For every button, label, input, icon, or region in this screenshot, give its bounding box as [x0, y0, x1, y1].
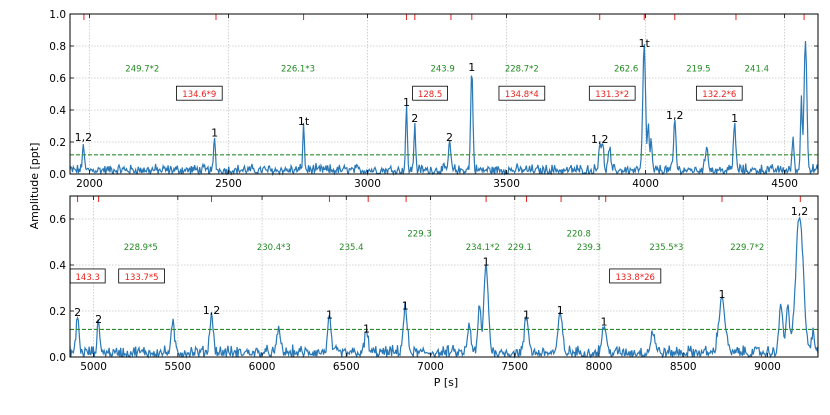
- period-spacing-label: 234.1*2: [466, 243, 500, 253]
- x-tick-label: 3000: [354, 178, 381, 190]
- spacing-box: [118, 268, 165, 284]
- y-tick-label: 0.0: [49, 352, 66, 364]
- x-tick-label: 6500: [333, 361, 360, 373]
- period-spacing-label: 241.4: [745, 65, 769, 75]
- peak-label: 2: [411, 112, 418, 125]
- x-tick-label: 6000: [249, 361, 276, 373]
- peak-label: 2: [95, 313, 102, 326]
- period-spacing-label: 229.7*2: [730, 243, 764, 253]
- y-tick-label: 0.4: [49, 260, 66, 272]
- spacing-box: [176, 85, 223, 101]
- y-tick-label: 0.2: [49, 137, 66, 149]
- period-spacing-label: 235.5*3: [649, 243, 683, 253]
- spacing-box-label: 134.8*4: [505, 90, 539, 100]
- period-spacing-label: 229.1: [508, 243, 532, 253]
- spacing-box: [498, 85, 546, 101]
- peak-label: 1: [523, 309, 530, 322]
- spacing-box: [412, 85, 448, 101]
- peak-label: 1,2: [203, 304, 221, 317]
- peak-label: 1: [211, 126, 218, 139]
- bottom-panel: 2 2 1,2 1 1 1 1 1 1 1 1 1,2 228.9*5 230.4*3 235.4 229.3…: [49, 195, 819, 373]
- spacing-box-label: 131.3*2: [595, 90, 629, 100]
- y-tick-label: 0.4: [49, 105, 66, 117]
- peak-label: 1t: [298, 115, 310, 128]
- x-tick-label: 7500: [501, 361, 528, 373]
- peak-label: 1,2: [75, 131, 93, 144]
- period-spacing-label: 219.5: [686, 65, 710, 75]
- spacing-box-label: 133.7*5: [125, 273, 159, 283]
- spacing-box-label: 133.8*26: [616, 273, 655, 283]
- y-axis-label: Amplitude [ppt]: [28, 143, 41, 230]
- x-tick-label: 8000: [586, 361, 613, 373]
- x-tick-label: 4000: [632, 178, 659, 190]
- x-axis-label: P [s]: [434, 376, 458, 389]
- y-tick-label: 0.8: [49, 41, 66, 53]
- peak-label: 1t: [639, 37, 651, 50]
- peak-label: 1: [483, 256, 490, 269]
- peak-label: 1: [557, 304, 564, 317]
- x-tick-label: 2000: [76, 178, 103, 190]
- plot-frame: [69, 13, 819, 175]
- y-tick-label: 0.0: [49, 169, 66, 181]
- peak-label: 1: [402, 299, 409, 312]
- x-tick-label: 5000: [80, 361, 107, 373]
- peak-label: 1: [403, 96, 410, 109]
- peak-label: 1,2: [791, 205, 809, 218]
- amplitude-series-line: [69, 215, 819, 359]
- period-spacing-label: 235.4: [339, 243, 363, 253]
- peak-label: 1: [363, 322, 370, 335]
- x-tick-label: 8500: [670, 361, 697, 373]
- spacing-box: [588, 85, 636, 101]
- period-spacing-label: 226.1*3: [281, 65, 315, 75]
- x-tick-label: 3500: [493, 178, 520, 190]
- period-spacing-label: 228.9*5: [124, 243, 158, 253]
- y-tick-label: 0.2: [49, 306, 66, 318]
- spacing-box-label: 128.5: [418, 90, 442, 100]
- spacing-box: [609, 268, 662, 284]
- spacing-box-label: 134.6*9: [182, 90, 216, 100]
- period-spacing-label: 228.7*2: [505, 65, 539, 75]
- peak-label: 1: [326, 309, 333, 322]
- spacing-box: [695, 85, 743, 101]
- peak-label: 1: [601, 315, 608, 328]
- peak-label: 1: [468, 61, 475, 74]
- x-tick-label: 9000: [754, 361, 781, 373]
- peak-label: 2: [74, 306, 81, 319]
- peak-label: 1: [718, 288, 725, 301]
- period-spacing-label: 229.3: [407, 229, 431, 239]
- y-tick-label: 1.0: [49, 9, 66, 21]
- plot-frame: [69, 195, 819, 358]
- x-tick-label: 4500: [771, 178, 798, 190]
- x-tick-label: 7000: [417, 361, 444, 373]
- peak-label: 1,2: [591, 133, 609, 146]
- period-spacing-label: 249.7*2: [125, 65, 159, 75]
- peak-label: 2: [446, 131, 453, 144]
- y-tick-label: 0.6: [49, 214, 66, 226]
- spacing-box-label: 132.2*6: [702, 90, 736, 100]
- peak-label: 1: [731, 112, 738, 125]
- x-tick-label: 5500: [164, 361, 191, 373]
- x-tick-label: 2500: [215, 178, 242, 190]
- peak-label: 1,2: [666, 109, 684, 122]
- period-spacing-label: 262.6: [614, 65, 638, 75]
- period-spacing-label: 239.3: [577, 243, 601, 253]
- y-tick-label: 0.6: [49, 73, 66, 85]
- period-spacing-label: 220.8: [567, 229, 591, 239]
- spacing-box-label: 143.3: [76, 273, 100, 283]
- period-spacing-label: 243.9: [430, 65, 454, 75]
- period-spacing-label: 230.4*3: [257, 243, 291, 253]
- amplitude-series-line: [69, 40, 819, 177]
